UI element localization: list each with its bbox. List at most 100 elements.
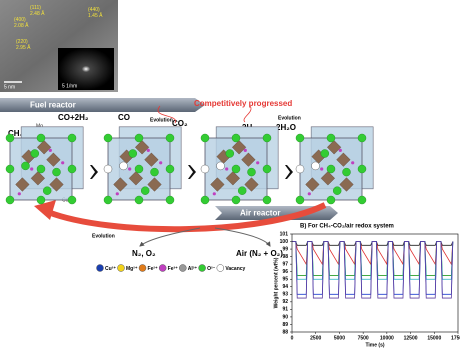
legend-label: Al³⁺ <box>188 266 198 272</box>
inset-scale-label: 5 1/nm <box>62 83 77 89</box>
oxygen-atom <box>21 162 29 170</box>
y-tick-label: 88 <box>282 329 288 335</box>
competitive-arrow <box>244 106 251 122</box>
x-tick-label: 5000 <box>334 335 345 341</box>
y-tick-label: 99 <box>282 246 288 252</box>
cation <box>320 167 323 170</box>
legend-label: Cu²⁺ <box>105 266 116 272</box>
y-tick-label: 90 <box>282 314 288 320</box>
oxygen-atom <box>135 134 143 142</box>
y-tick-label: 98 <box>282 254 288 260</box>
flow-arrow <box>215 228 270 246</box>
competitive-label: Competitively progressed <box>194 99 292 108</box>
species-label: Air (N₂ + O₂) <box>236 249 283 258</box>
y-tick-label: 101 <box>280 231 289 237</box>
legend-label: O²⁻ <box>207 266 216 272</box>
oxygen-atom <box>226 149 234 157</box>
evolution-label: Evolution <box>278 115 301 121</box>
oxygen-atom <box>6 134 14 142</box>
oxygen-atom <box>43 187 51 195</box>
y-tick-label: 89 <box>282 322 288 328</box>
species-label: CO+2H₂ <box>58 113 89 122</box>
y-tick-label: 95 <box>282 277 288 283</box>
step-arrow <box>285 165 293 179</box>
x-tick-label: 12500 <box>404 335 418 341</box>
cation <box>49 149 52 152</box>
species-label: 2H₂O <box>276 123 296 132</box>
cation <box>159 161 162 164</box>
oxygen-atom <box>263 196 271 204</box>
legend-swatch <box>179 265 186 272</box>
y-tick-label: 91 <box>282 307 288 313</box>
cation <box>244 149 247 152</box>
cation <box>308 192 311 195</box>
vacancy <box>311 162 319 170</box>
cation <box>116 192 119 195</box>
figure: (400)2.08 Å (111)2.48 Å (440)1.45 Å (220… <box>0 0 460 348</box>
oxygen-atom <box>296 134 304 142</box>
oxygen-atom <box>238 187 246 195</box>
x-tick-label: 0 <box>291 335 294 341</box>
cation <box>225 167 228 170</box>
oxygen-atom <box>68 134 76 142</box>
oxygen-atom <box>31 149 39 157</box>
oxygen-atom <box>6 196 14 204</box>
oxygen-atom <box>141 187 149 195</box>
oxygen-atom <box>342 168 350 176</box>
cation <box>339 149 342 152</box>
cation <box>351 161 354 164</box>
oxygen-atom <box>150 168 158 176</box>
legend-swatch <box>199 265 206 272</box>
oxygen-atom <box>129 149 137 157</box>
oxygen-atom <box>321 149 329 157</box>
cation <box>18 192 21 195</box>
cation <box>128 167 131 170</box>
y-tick-label: 100 <box>280 239 289 245</box>
oxygen-atom <box>327 134 335 142</box>
y-axis-label: Weight percent (wt%) <box>273 257 279 308</box>
oxygen-atom <box>104 196 112 204</box>
oxygen-atom <box>201 196 209 204</box>
legend-label: Mg²⁺ <box>126 266 138 272</box>
return-arrowhead <box>34 200 56 220</box>
series-line <box>292 242 453 295</box>
x-tick-label: 2500 <box>310 335 321 341</box>
oxygen-atom <box>37 134 45 142</box>
unit-cell <box>6 127 83 204</box>
oxygen-atom <box>135 196 143 204</box>
unit-cell <box>104 127 181 204</box>
plot-frame <box>292 234 458 332</box>
oxygen-atom <box>247 168 255 176</box>
cation <box>256 161 259 164</box>
x-tick-label: 15000 <box>427 335 441 341</box>
step-arrow <box>188 165 196 179</box>
oxygen-atom <box>166 134 174 142</box>
oxygen-atom <box>104 134 112 142</box>
cation <box>61 161 64 164</box>
oxygen-atom <box>135 165 143 173</box>
oxygen-atom <box>263 165 271 173</box>
x-tick-label: 7500 <box>358 335 369 341</box>
species-label: N₂, O₂ <box>132 249 156 258</box>
oxygen-atom <box>327 196 335 204</box>
oxygen-atom <box>358 134 366 142</box>
cation <box>147 149 150 152</box>
species-label: CO <box>118 113 130 122</box>
vacancy <box>296 165 304 173</box>
oxygen-atom <box>52 168 60 176</box>
oxygen-atom <box>166 196 174 204</box>
oxygen-atom <box>232 196 240 204</box>
oxygen-atom <box>296 196 304 204</box>
air-reactor-label: Air reactor <box>240 209 280 218</box>
oxygen-atom <box>201 134 209 142</box>
legend-swatch <box>139 265 146 272</box>
oxygen-atom <box>358 165 366 173</box>
unit-cell <box>296 127 373 204</box>
oxygen-atom <box>327 165 335 173</box>
vacancy <box>201 165 209 173</box>
vacancy <box>119 162 127 170</box>
x-axis-label: Time (s) <box>365 342 384 348</box>
oxygen-atom <box>37 196 45 204</box>
legend-swatch <box>159 265 166 272</box>
legend-swatch <box>97 265 104 272</box>
